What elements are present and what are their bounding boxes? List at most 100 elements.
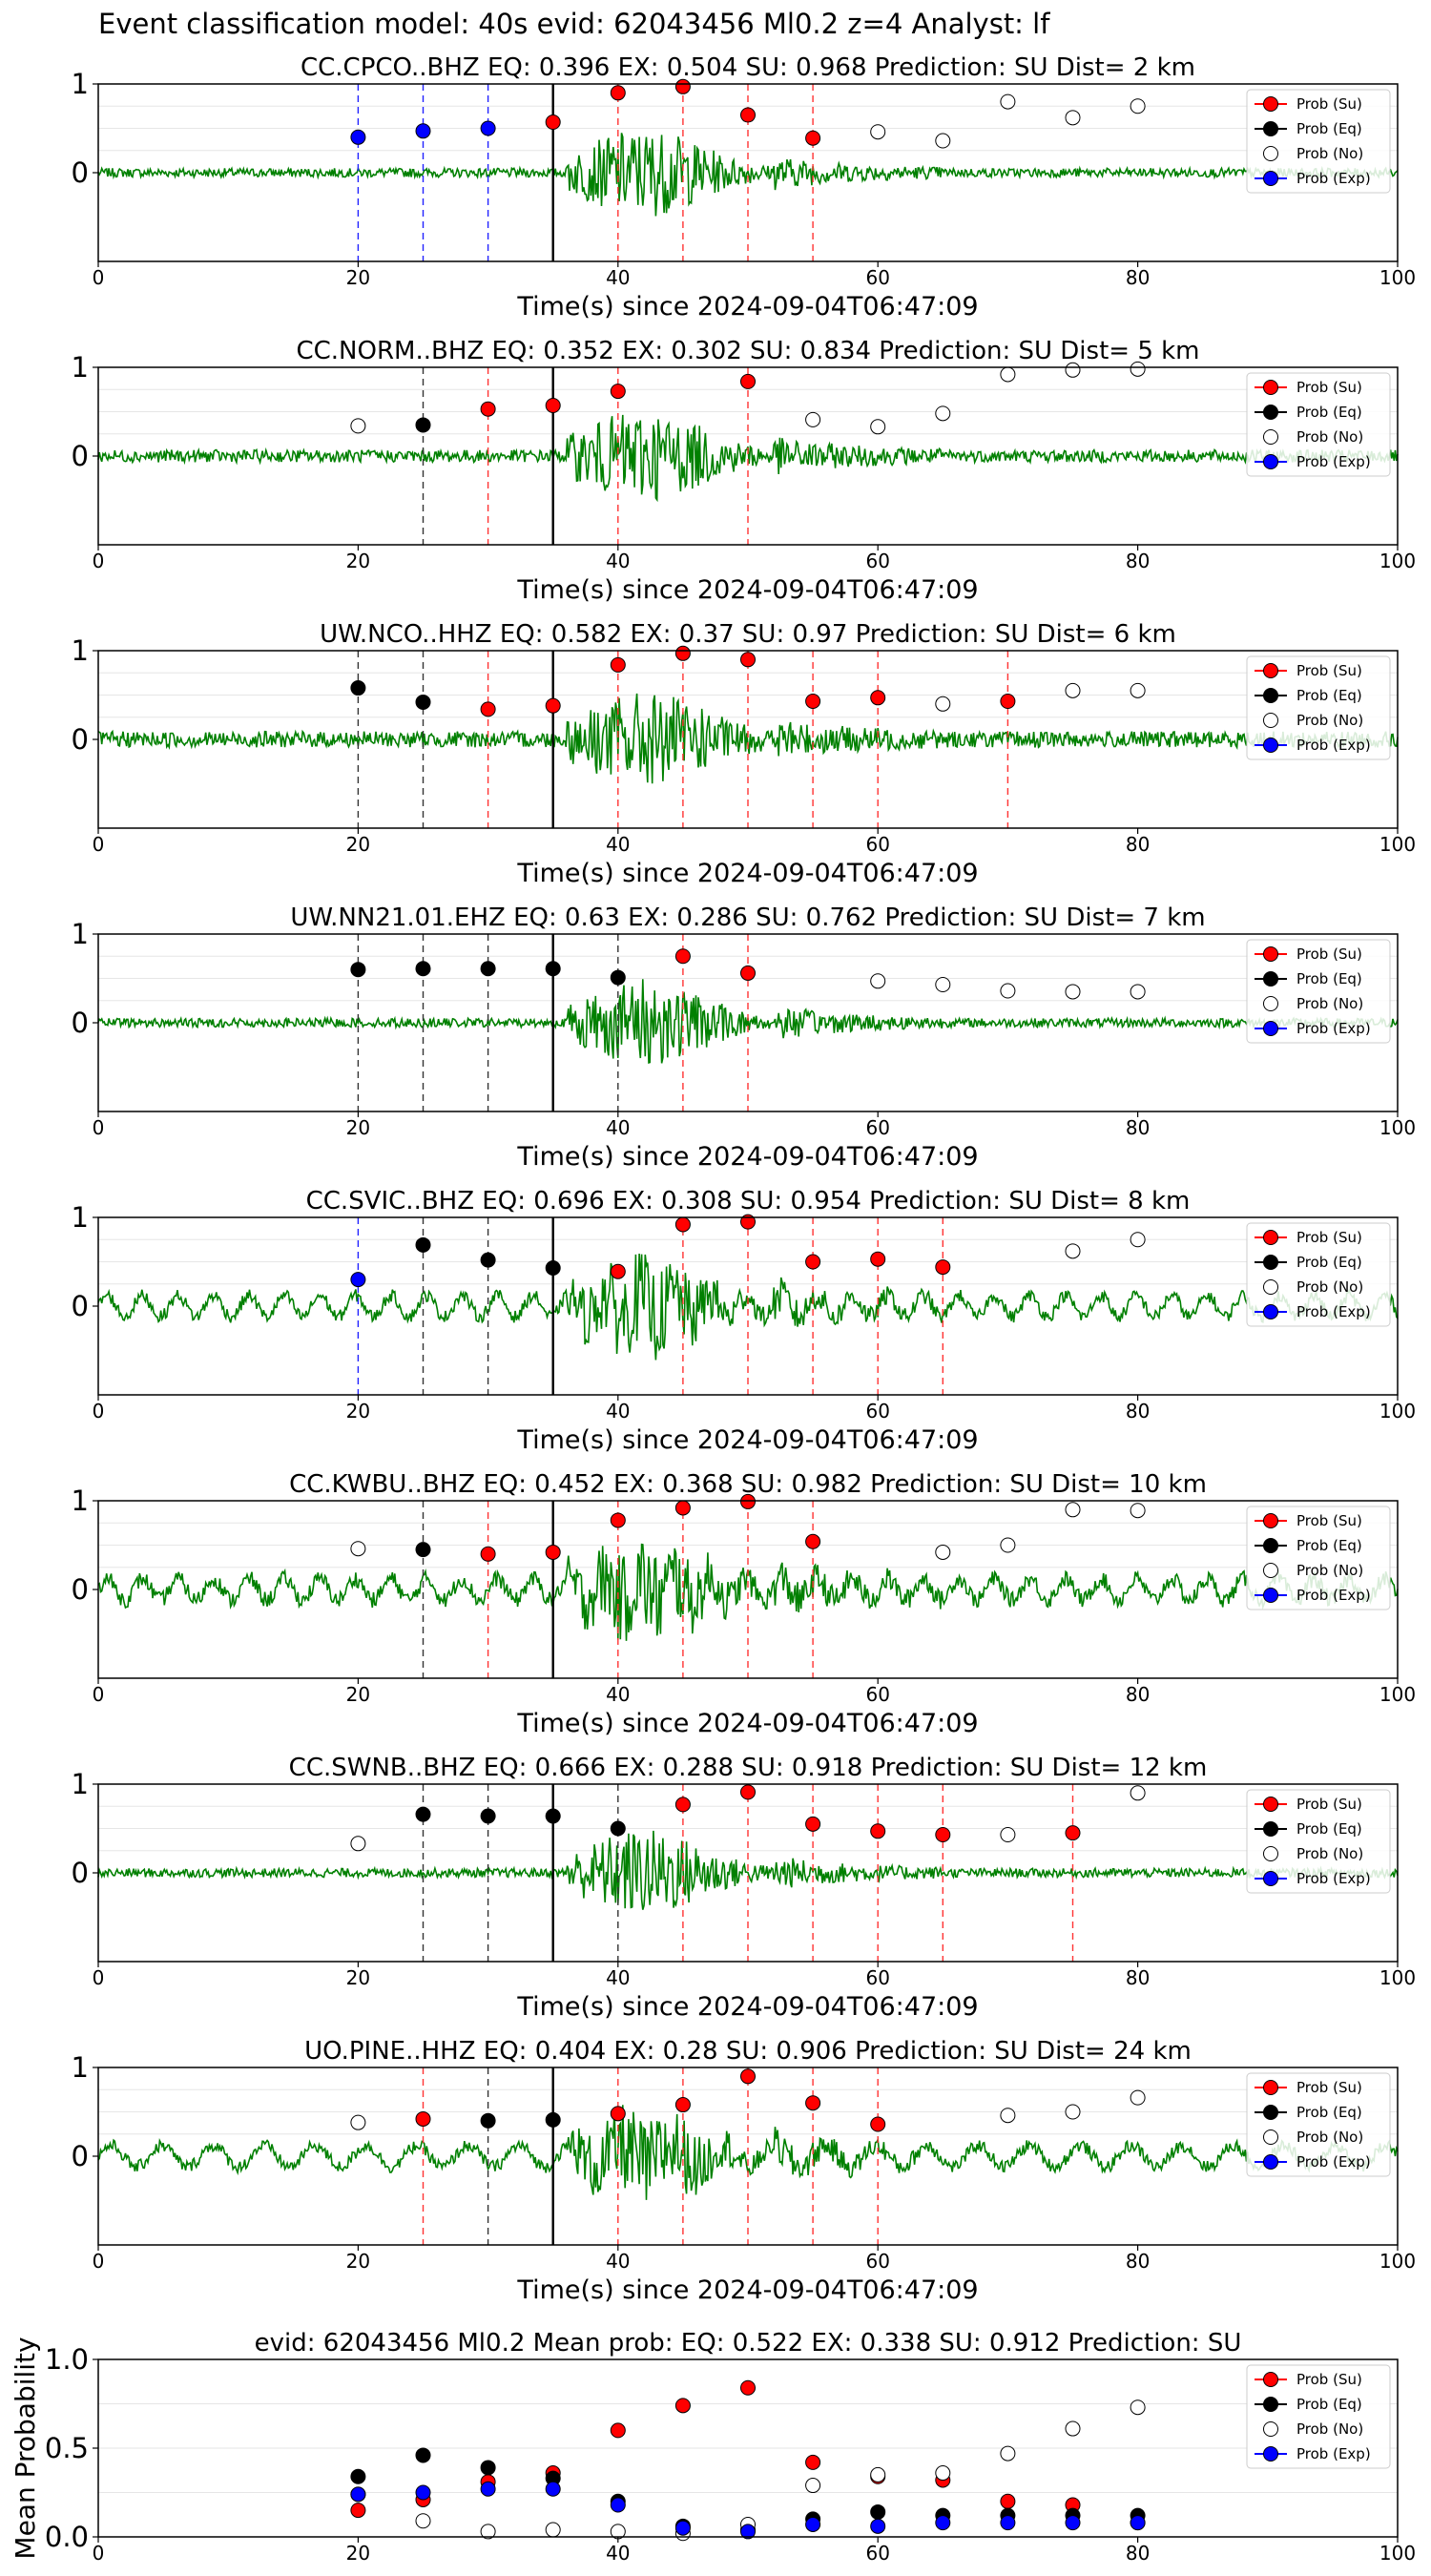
subplot-2: CC.NORM..BHZ EQ: 0.352 EX: 0.302 SU: 0.8… bbox=[72, 337, 1417, 605]
legend-marker bbox=[1263, 121, 1278, 136]
prob-point bbox=[805, 411, 821, 427]
y-tick-label: 1 bbox=[72, 1201, 89, 1234]
legend-box bbox=[1246, 1789, 1391, 1894]
prob-point bbox=[480, 1252, 496, 1268]
legend-label: Prob (Eq) bbox=[1296, 1537, 1362, 1554]
x-tick-label: 60 bbox=[865, 2542, 889, 2565]
legend-label: Prob (Su) bbox=[1296, 945, 1362, 963]
legend-marker bbox=[1263, 405, 1278, 420]
prob-point bbox=[1000, 366, 1016, 383]
x-tick-label: 20 bbox=[346, 1400, 370, 1423]
legend-marker bbox=[1263, 1588, 1278, 1603]
legend-marker bbox=[1263, 2372, 1278, 2387]
prob-point bbox=[674, 645, 691, 661]
prob-point bbox=[935, 1259, 951, 1276]
x-tick-label: 60 bbox=[865, 550, 889, 572]
prob-point bbox=[480, 701, 496, 717]
prob-point bbox=[610, 2106, 626, 2122]
x-tick-label: 0 bbox=[93, 2250, 105, 2273]
subplot-5: CC.SVIC..BHZ EQ: 0.696 EX: 0.308 SU: 0.9… bbox=[72, 1187, 1417, 1455]
x-axis-label: Time(s) since 2024-09-04T06:47:09 bbox=[516, 2275, 978, 2305]
legend-marker bbox=[1263, 1279, 1278, 1295]
legend-box bbox=[1246, 2364, 1391, 2469]
prob-point bbox=[610, 1512, 626, 1528]
x-tick-label: 60 bbox=[865, 266, 889, 289]
subplot-1: CC.CPCO..BHZ EQ: 0.396 EX: 0.504 SU: 0.9… bbox=[72, 53, 1417, 322]
x-tick-label: 80 bbox=[1126, 1116, 1150, 1139]
legend-label: Prob (Exp) bbox=[1296, 170, 1371, 187]
prob-point bbox=[740, 1214, 756, 1230]
mean-prob-point bbox=[480, 2524, 496, 2540]
x-tick-label: 60 bbox=[865, 2250, 889, 2273]
x-axis-label: Time(s) since 2024-09-04T06:47:09 bbox=[516, 1425, 978, 1455]
prob-point bbox=[935, 1544, 951, 1560]
mean-prob-point bbox=[935, 2465, 951, 2482]
subplot-9: evid: 62043456 Ml0.2 Mean prob: EQ: 0.52… bbox=[10, 2329, 1416, 2565]
subplot-6: CC.KWBU..BHZ EQ: 0.452 EX: 0.368 SU: 0.9… bbox=[72, 1470, 1417, 1738]
x-tick-label: 40 bbox=[606, 266, 630, 289]
legend-marker bbox=[1263, 713, 1278, 728]
legend-label: Prob (Su) bbox=[1296, 95, 1362, 113]
prob-point bbox=[935, 405, 951, 422]
prob-point bbox=[1000, 93, 1016, 110]
x-tick-label: 100 bbox=[1379, 266, 1416, 289]
subplot-title: CC.NORM..BHZ EQ: 0.352 EX: 0.302 SU: 0.8… bbox=[296, 337, 1199, 365]
prob-point bbox=[480, 961, 496, 977]
prob-point bbox=[610, 85, 626, 101]
prob-point bbox=[1065, 2104, 1081, 2120]
prob-point bbox=[1065, 362, 1081, 378]
x-tick-label: 20 bbox=[346, 1683, 370, 1706]
prob-point bbox=[1130, 984, 1146, 1000]
prob-point bbox=[674, 948, 691, 965]
prob-point bbox=[610, 1820, 626, 1837]
prob-point bbox=[870, 1251, 886, 1267]
prob-point bbox=[1065, 1825, 1081, 1841]
prob-point bbox=[1065, 110, 1081, 126]
legend-label: Prob (Exp) bbox=[1296, 1587, 1371, 1604]
x-axis-label: Time(s) since 2024-09-04T06:47:09 bbox=[516, 859, 978, 888]
x-tick-label: 80 bbox=[1126, 2542, 1150, 2565]
mean-prob-point bbox=[740, 2524, 756, 2540]
legend-box bbox=[1246, 655, 1391, 760]
subplot-3: UW.NCO..HHZ EQ: 0.582 EX: 0.37 SU: 0.97 … bbox=[72, 620, 1417, 888]
prob-point bbox=[1130, 1503, 1146, 1519]
mean-prob-point bbox=[935, 2515, 951, 2531]
x-tick-label: 100 bbox=[1379, 833, 1416, 856]
x-axis-label: Time(s) since 2024-09-04T06:47:09 bbox=[516, 1142, 978, 1172]
x-tick-label: 60 bbox=[865, 833, 889, 856]
y-tick-label: 1 bbox=[72, 1768, 89, 1800]
x-tick-label: 0 bbox=[93, 2542, 105, 2565]
y-tick-label: 0.5 bbox=[45, 2432, 89, 2464]
waveform-trace bbox=[97, 414, 1399, 503]
x-axis-label: Time(s) since 2024-09-04T06:47:09 bbox=[516, 292, 978, 322]
mean-prob-point bbox=[610, 2497, 626, 2513]
legend-marker bbox=[1263, 946, 1278, 962]
x-tick-label: 40 bbox=[606, 833, 630, 856]
x-tick-label: 80 bbox=[1126, 550, 1150, 572]
legend-label: Prob (Eq) bbox=[1296, 120, 1362, 137]
prob-point bbox=[480, 401, 496, 417]
legend-label: Prob (Su) bbox=[1296, 662, 1362, 679]
y-tick-label: 0 bbox=[72, 440, 89, 472]
legend-label: Prob (Su) bbox=[1296, 2371, 1362, 2388]
prob-point bbox=[1065, 682, 1081, 698]
y-tick-label: 0 bbox=[72, 156, 89, 189]
legend-label: Prob (No) bbox=[1296, 145, 1363, 162]
prob-point bbox=[1130, 361, 1146, 377]
legend-marker bbox=[1263, 2129, 1278, 2145]
prob-point bbox=[1000, 694, 1016, 710]
x-tick-label: 60 bbox=[865, 1116, 889, 1139]
legend-label: Prob (Su) bbox=[1296, 1796, 1362, 1813]
prob-point bbox=[1065, 1243, 1081, 1259]
x-tick-label: 0 bbox=[93, 266, 105, 289]
legend-marker bbox=[1263, 1797, 1278, 1812]
x-tick-label: 100 bbox=[1379, 1116, 1416, 1139]
x-tick-label: 20 bbox=[346, 266, 370, 289]
subplot-title: CC.CPCO..BHZ EQ: 0.396 EX: 0.504 SU: 0.9… bbox=[301, 53, 1195, 82]
prob-point bbox=[870, 124, 886, 140]
prob-point bbox=[350, 2114, 366, 2130]
mean-prob-point bbox=[1130, 2515, 1146, 2531]
mean-prob-point bbox=[545, 2481, 561, 2497]
legend-label: Prob (No) bbox=[1296, 428, 1363, 446]
